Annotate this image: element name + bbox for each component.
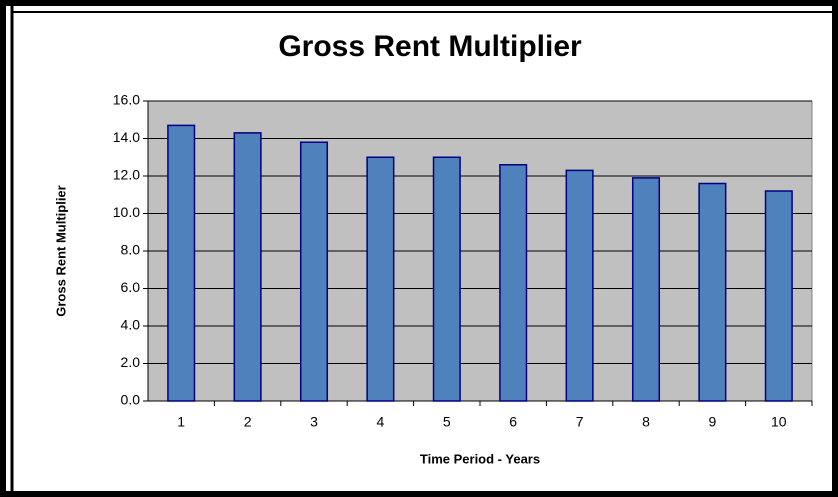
x-tick-label: 4	[377, 414, 385, 430]
x-tick-label: 1	[177, 414, 185, 430]
bar	[764, 190, 793, 402]
bar	[233, 132, 262, 402]
y-tick-label: 10.0	[113, 204, 140, 220]
x-tick-label: 10	[771, 414, 787, 430]
bar	[565, 169, 594, 402]
chart-title: Gross Rent Multiplier	[278, 30, 582, 63]
x-axis-label: Time Period - Years	[420, 451, 540, 466]
y-tick-label: 0.0	[121, 392, 141, 408]
x-tick-label: 7	[576, 414, 584, 430]
bar	[698, 182, 727, 402]
y-tick-label: 16.0	[113, 92, 140, 108]
y-tick-label: 6.0	[121, 279, 141, 295]
x-tick-label: 3	[310, 414, 318, 430]
y-tick-label: 4.0	[121, 317, 141, 333]
bar	[432, 156, 461, 402]
bar	[499, 164, 528, 402]
y-axis-label: Gross Rent Multiplier	[53, 185, 68, 316]
y-tick-label: 2.0	[121, 354, 141, 370]
x-tick-label: 8	[642, 414, 650, 430]
x-tick-label: 9	[709, 414, 717, 430]
bar	[167, 124, 196, 402]
bar	[299, 141, 329, 402]
bar	[631, 177, 661, 402]
x-tick-label: 2	[244, 414, 252, 430]
x-tick-label: 6	[509, 414, 517, 430]
x-tick-label: 5	[443, 414, 451, 430]
y-tick-label: 14.0	[113, 129, 140, 145]
bar	[366, 156, 395, 402]
y-tick-label: 12.0	[113, 167, 140, 183]
y-tick-label: 8.0	[121, 242, 141, 258]
